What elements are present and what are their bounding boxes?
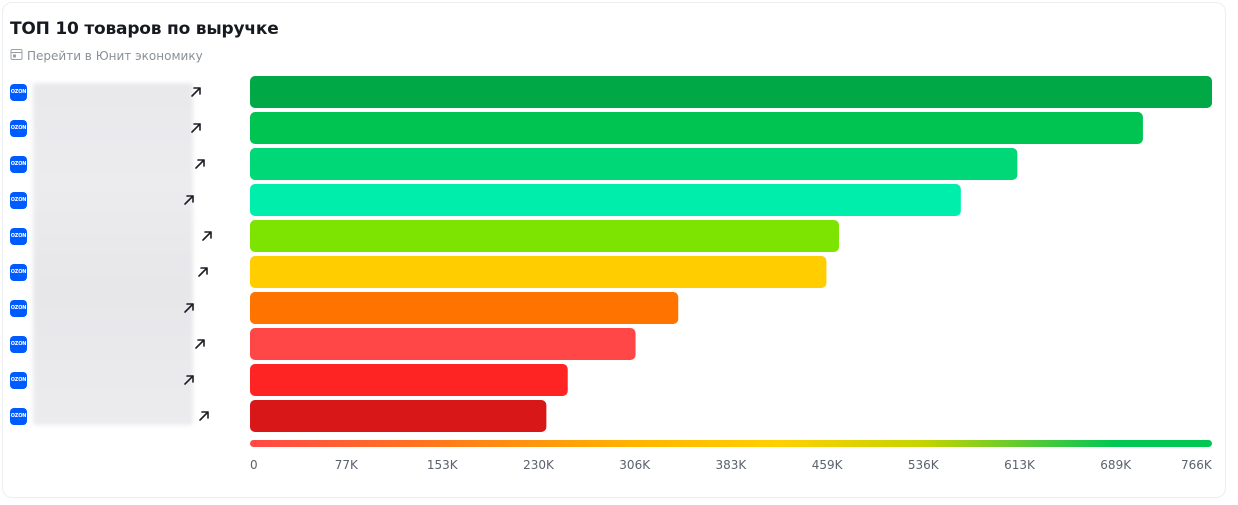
ozon-logo-icon: OZON — [10, 335, 27, 353]
product-names-blurred — [33, 83, 193, 425]
open-product-arrow-icon[interactable] — [193, 157, 207, 171]
ozon-logo-icon: OZON — [10, 263, 27, 281]
bar-4[interactable] — [250, 184, 961, 216]
bar-1[interactable] — [250, 76, 1212, 108]
open-product-arrow-icon[interactable] — [189, 85, 203, 99]
chart-title: ТОП 10 товаров по выручке — [10, 19, 279, 39]
product-row-3: OZON — [10, 154, 27, 174]
bar-3[interactable] — [250, 148, 1018, 180]
product-row-7: OZON — [10, 298, 27, 318]
open-product-arrow-icon[interactable] — [196, 265, 210, 279]
x-tick-label: 77K — [334, 458, 358, 472]
ozon-logo-icon: OZON — [10, 119, 27, 137]
unit-economics-label: Перейти в Юнит экономику — [27, 49, 203, 63]
open-product-arrow-icon[interactable] — [182, 301, 196, 315]
x-tick-label: 306K — [619, 458, 651, 472]
product-row-2: OZON — [10, 118, 27, 138]
ozon-logo-icon: OZON — [10, 191, 27, 209]
bar-6[interactable] — [250, 256, 827, 288]
open-product-arrow-icon[interactable] — [197, 409, 211, 423]
ozon-logo-icon: OZON — [10, 407, 27, 425]
bar-7[interactable] — [250, 292, 679, 324]
ozon-logo-icon: OZON — [10, 83, 27, 101]
color-scale-legend — [250, 440, 1212, 447]
x-tick-label: 766K — [1181, 458, 1212, 472]
product-row-9: OZON — [10, 370, 27, 390]
product-row-5: OZON — [10, 226, 27, 246]
open-product-arrow-icon[interactable] — [182, 373, 196, 387]
product-row-8: OZON — [10, 334, 27, 354]
ozon-logo-icon: OZON — [10, 227, 27, 245]
product-row-4: OZON — [10, 190, 27, 210]
ozon-logo-icon: OZON — [10, 155, 27, 173]
bar-5[interactable] — [250, 220, 840, 252]
x-tick-label: 613K — [1004, 458, 1035, 472]
x-tick-label: 230K — [523, 458, 554, 472]
open-product-arrow-icon[interactable] — [193, 337, 207, 351]
ozon-logo-icon: OZON — [10, 299, 27, 317]
x-tick-label: 0 — [250, 458, 258, 472]
product-row-6: OZON — [10, 262, 27, 282]
product-row-10: OZON — [10, 406, 27, 426]
unit-economics-link[interactable]: Перейти в Юнит экономику — [10, 48, 203, 64]
open-product-arrow-icon[interactable] — [182, 193, 196, 207]
x-tick-label: 153K — [426, 458, 458, 472]
open-product-arrow-icon[interactable] — [200, 229, 214, 243]
bar-9[interactable] — [250, 364, 568, 396]
bar-10[interactable] — [250, 400, 547, 432]
product-row-1: OZON — [10, 82, 27, 102]
ozon-logo-icon: OZON — [10, 371, 27, 389]
x-tick-label: 383K — [715, 458, 747, 472]
x-tick-label: 689K — [1100, 458, 1132, 472]
x-tick-label: 459K — [811, 458, 843, 472]
unit-economics-icon — [10, 48, 23, 64]
bar-8[interactable] — [250, 328, 636, 360]
bar-2[interactable] — [250, 112, 1143, 144]
open-product-arrow-icon[interactable] — [189, 121, 203, 135]
x-tick-label: 536K — [907, 458, 939, 472]
